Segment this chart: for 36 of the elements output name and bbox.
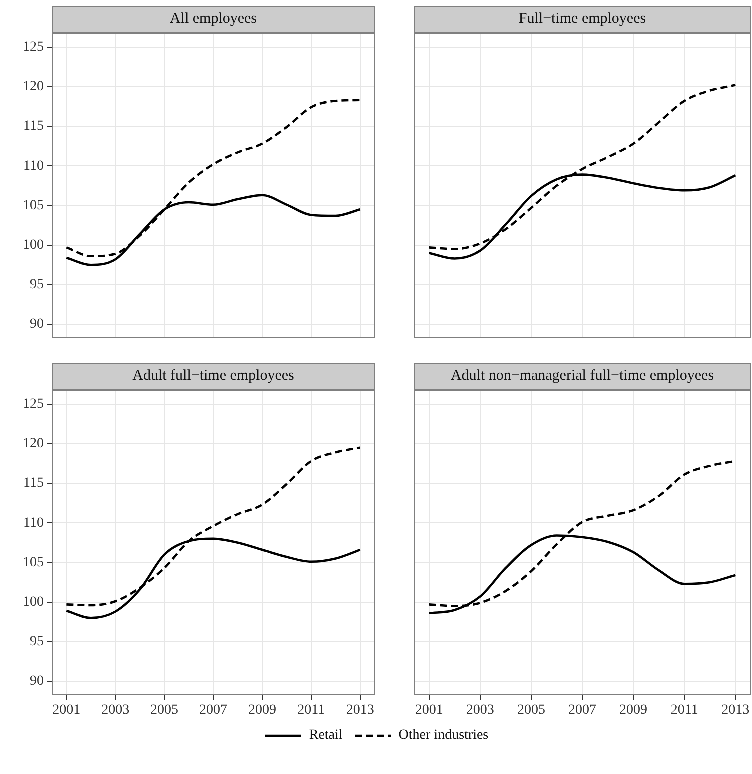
y-tick-label: 120 <box>23 80 44 95</box>
y-tick-label: 125 <box>23 396 44 412</box>
x-tick-label: 2003 <box>466 703 494 718</box>
y-tick-label: 95 <box>30 634 44 650</box>
chart-title: Adult non−managerial full−time employees <box>414 363 751 390</box>
y-tick-label: 95 <box>30 278 44 293</box>
y-tick-label: 90 <box>30 317 44 332</box>
y-tick-label: 105 <box>23 555 44 570</box>
y-tick-label: 110 <box>24 158 44 174</box>
y-tick-label: 90 <box>30 674 44 690</box>
legend-label: Other industries <box>398 728 489 744</box>
x-tick-label: 2009 <box>620 703 648 718</box>
y-tick-label: 125 <box>23 40 44 55</box>
y-tick-label: 115 <box>24 119 44 134</box>
x-tick-label: 2013 <box>346 703 374 718</box>
chart-title: Adult full−time employees <box>52 363 375 390</box>
chart-title: All employees <box>52 6 375 33</box>
y-tick-label: 100 <box>23 594 44 610</box>
y-tick-label: 105 <box>23 198 44 214</box>
x-tick-label: 2005 <box>150 703 179 718</box>
y-tick-label: 120 <box>23 436 44 452</box>
x-tick-label: 2007 <box>200 703 228 718</box>
x-tick-label: 2005 <box>517 703 546 718</box>
x-tick-label: 2007 <box>568 703 596 718</box>
x-tick-label: 2009 <box>248 703 276 718</box>
y-tick-label: 115 <box>24 476 44 492</box>
x-tick-label: 2011 <box>670 703 698 718</box>
x-tick-label: 2013 <box>722 703 750 718</box>
legend-label: Retail <box>309 728 343 744</box>
x-tick-label: 2001 <box>52 703 81 718</box>
chart-title: Full−time employees <box>414 6 751 33</box>
x-tick-label: 2003 <box>102 703 130 718</box>
y-tick-label: 110 <box>24 516 44 531</box>
x-tick-label: 2001 <box>415 703 444 718</box>
x-tick-label: 2011 <box>298 703 326 718</box>
y-tick-label: 100 <box>23 238 44 253</box>
